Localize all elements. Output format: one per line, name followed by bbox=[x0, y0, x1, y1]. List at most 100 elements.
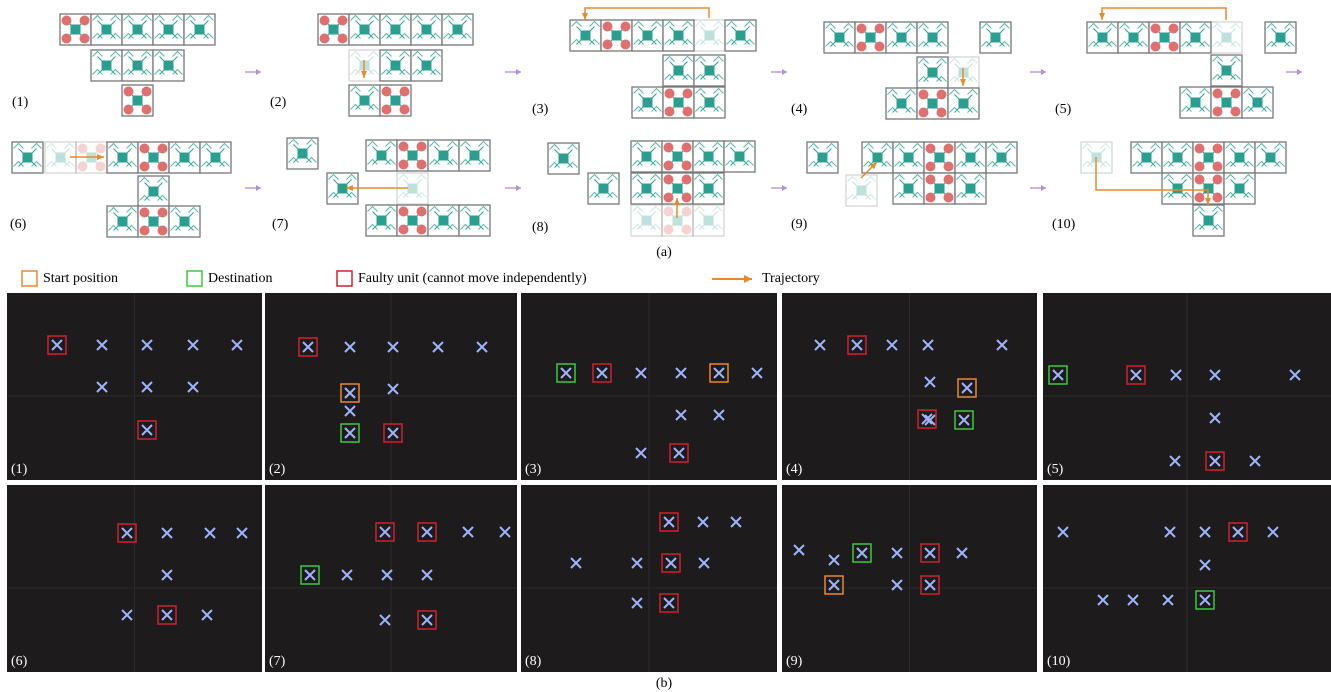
body bbox=[118, 217, 128, 227]
body bbox=[439, 151, 449, 161]
drone-cell bbox=[91, 50, 122, 81]
legend-faulty: Faulty unit (cannot move independently) bbox=[358, 271, 587, 286]
rotor-faulty bbox=[142, 87, 152, 97]
rotor-faulty bbox=[926, 175, 936, 185]
drone-cell bbox=[693, 141, 724, 172]
drone-cell bbox=[1180, 22, 1211, 53]
drone-cell bbox=[631, 173, 662, 204]
drone-cell bbox=[917, 88, 948, 119]
body bbox=[866, 33, 876, 43]
drone-cell bbox=[1242, 87, 1273, 118]
rotor-faulty bbox=[664, 175, 674, 185]
body bbox=[133, 61, 143, 71]
drone-cell bbox=[153, 50, 184, 81]
rotor-faulty bbox=[1195, 144, 1205, 154]
configurations: (1)(2)(3)(4)(5)(6)(7)(8)(9)(10) bbox=[10, 8, 1302, 237]
drone-cell bbox=[917, 57, 948, 88]
drone-cell bbox=[107, 142, 138, 173]
rotor-faulty bbox=[682, 143, 692, 153]
rotor-faulty bbox=[338, 16, 348, 26]
body bbox=[704, 184, 714, 194]
body bbox=[164, 61, 174, 71]
photo: (5) bbox=[1043, 293, 1331, 480]
body bbox=[1222, 98, 1232, 108]
rotor-faulty bbox=[142, 105, 152, 115]
drone-cell bbox=[122, 14, 153, 45]
drone-cell bbox=[12, 142, 43, 173]
rotor-faulty bbox=[124, 105, 134, 115]
rotor-faulty bbox=[664, 161, 674, 171]
drone-cell bbox=[601, 20, 632, 51]
rotor-faulty bbox=[1195, 193, 1205, 203]
photo: (10) bbox=[1043, 485, 1331, 672]
caption-b: (b) bbox=[656, 676, 673, 691]
drone-cell bbox=[122, 85, 153, 116]
legend-start: Start position bbox=[43, 271, 118, 286]
drone-cell bbox=[1118, 22, 1149, 53]
rotor-faulty bbox=[1151, 24, 1161, 34]
body bbox=[674, 31, 684, 41]
rotor-faulty bbox=[1195, 175, 1205, 185]
rotor-faulty bbox=[1213, 144, 1223, 154]
photo-label: (3) bbox=[525, 462, 542, 477]
drone-cell bbox=[459, 140, 490, 171]
rotor-faulty bbox=[857, 42, 867, 52]
body bbox=[642, 216, 652, 226]
trajectory-head bbox=[1099, 13, 1105, 20]
drone-cell bbox=[893, 173, 924, 204]
rotor-faulty bbox=[1213, 107, 1223, 117]
legend-arrow-head bbox=[744, 275, 752, 283]
rotor-faulty bbox=[926, 162, 936, 172]
panel-label: (6) bbox=[10, 217, 27, 232]
step-arrow-head bbox=[782, 185, 787, 191]
drone-cell bbox=[986, 142, 1017, 173]
body bbox=[149, 187, 159, 197]
photo-label: (10) bbox=[1047, 654, 1071, 669]
drone-cell bbox=[631, 205, 662, 236]
rotor-faulty bbox=[944, 162, 954, 172]
body bbox=[439, 216, 449, 226]
rotor-faulty bbox=[140, 144, 150, 154]
body bbox=[904, 184, 914, 194]
drone-cell bbox=[924, 142, 955, 173]
body bbox=[422, 61, 432, 71]
drone-cell bbox=[184, 14, 215, 45]
drone-cell bbox=[725, 20, 756, 51]
rotor-faulty bbox=[1213, 162, 1223, 172]
rotor-faulty bbox=[158, 144, 168, 154]
body bbox=[377, 216, 387, 226]
body bbox=[897, 33, 907, 43]
photo: (7) bbox=[265, 485, 517, 672]
rotor-faulty bbox=[875, 24, 885, 34]
rotor-faulty bbox=[682, 225, 692, 235]
legend-start-box bbox=[22, 271, 37, 286]
photo: (8) bbox=[521, 485, 777, 672]
body bbox=[391, 25, 401, 35]
step-arrow-head bbox=[256, 69, 261, 75]
drone-cell bbox=[366, 205, 397, 236]
drone-cell bbox=[807, 142, 838, 173]
rotor-faulty bbox=[1213, 175, 1223, 185]
rotor-faulty bbox=[1231, 107, 1241, 117]
drone-cell bbox=[138, 206, 169, 237]
rotor-faulty bbox=[1169, 42, 1179, 52]
body bbox=[391, 61, 401, 71]
rotor-faulty bbox=[399, 207, 409, 217]
trajectory bbox=[1102, 8, 1226, 20]
body bbox=[180, 217, 190, 227]
drone-cell bbox=[980, 22, 1011, 53]
body bbox=[1204, 153, 1214, 163]
body bbox=[133, 96, 143, 106]
drone-cell bbox=[724, 141, 755, 172]
rotor-faulty bbox=[140, 162, 150, 172]
drone-cell bbox=[694, 20, 725, 51]
rotor-faulty bbox=[857, 24, 867, 34]
drone-cell bbox=[380, 50, 411, 81]
rotor-faulty bbox=[944, 144, 954, 154]
drone-cell bbox=[1180, 87, 1211, 118]
body bbox=[674, 98, 684, 108]
body bbox=[377, 151, 387, 161]
body bbox=[673, 184, 683, 194]
legend-faulty-box bbox=[337, 271, 352, 286]
step-arrow-head bbox=[1041, 69, 1046, 75]
